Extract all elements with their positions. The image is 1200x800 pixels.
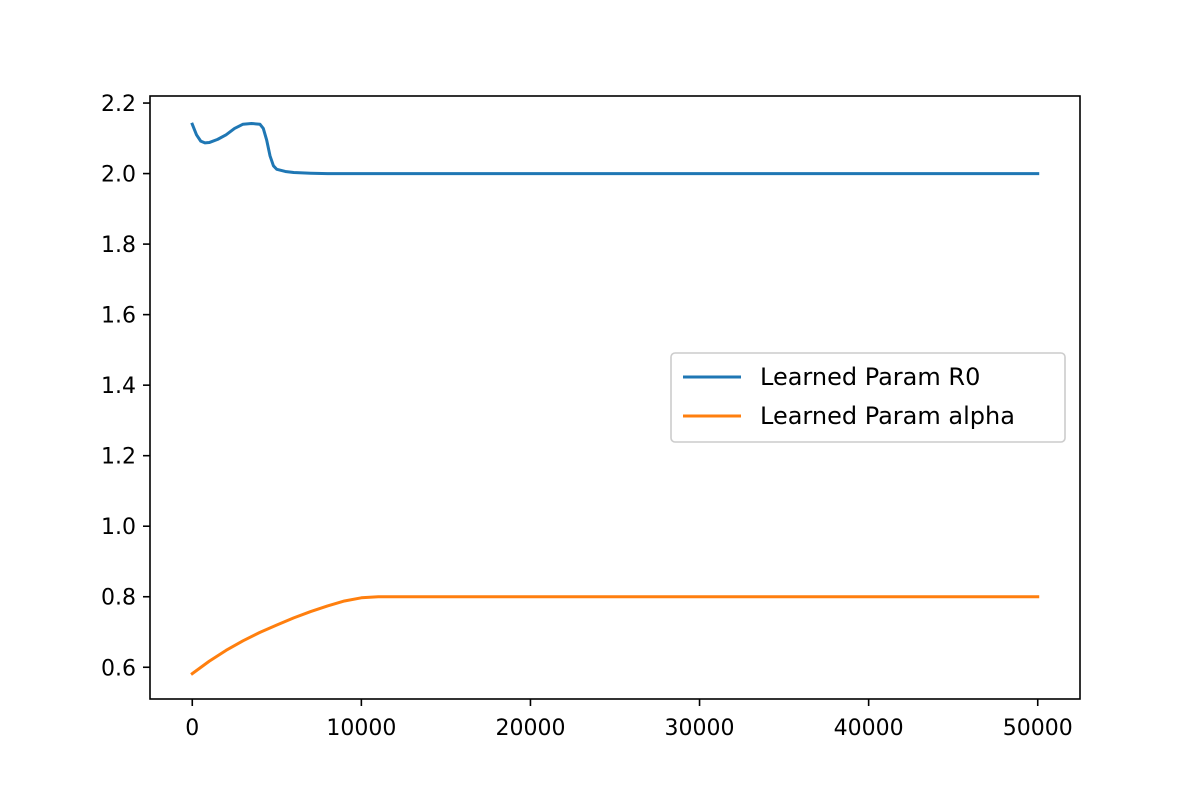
x-tick-label: 20000 [495, 716, 565, 741]
y-axis: 0.6 0.8 1.0 1.2 1.4 1.6 1.8 2.0 2.2 [101, 92, 150, 681]
x-tick-label: 30000 [665, 716, 735, 741]
legend-frame [670, 352, 1066, 443]
y-tick-label: 0.8 [101, 586, 136, 611]
y-tick-label: 1.4 [101, 374, 136, 399]
x-tick-label: 10000 [326, 716, 396, 741]
legend-label-r0: Learned Param R0 [760, 363, 980, 391]
y-tick-label: 2.0 [101, 163, 136, 188]
y-tick-label: 1.8 [101, 233, 136, 258]
series-line-alpha [190, 595, 1040, 676]
x-axis: 0 10000 20000 30000 40000 50000 [185, 699, 1073, 741]
series-layer [190, 122, 1040, 676]
series-line-r0 [190, 122, 1040, 176]
legend-label-alpha: Learned Param alpha [760, 402, 1015, 430]
x-tick-label: 40000 [834, 716, 904, 741]
plot-frame [149, 95, 1081, 700]
y-tick-label: 0.6 [101, 656, 136, 681]
x-tick-label: 0 [185, 716, 199, 741]
legend: Learned Param R0 Learned Param alpha [670, 352, 1066, 443]
x-tick-label: 50000 [1003, 716, 1073, 741]
y-tick-label: 1.0 [101, 515, 136, 540]
y-tick-label: 1.2 [101, 445, 136, 470]
y-tick-label: 1.6 [101, 304, 136, 329]
y-tick-label: 2.2 [101, 92, 136, 117]
